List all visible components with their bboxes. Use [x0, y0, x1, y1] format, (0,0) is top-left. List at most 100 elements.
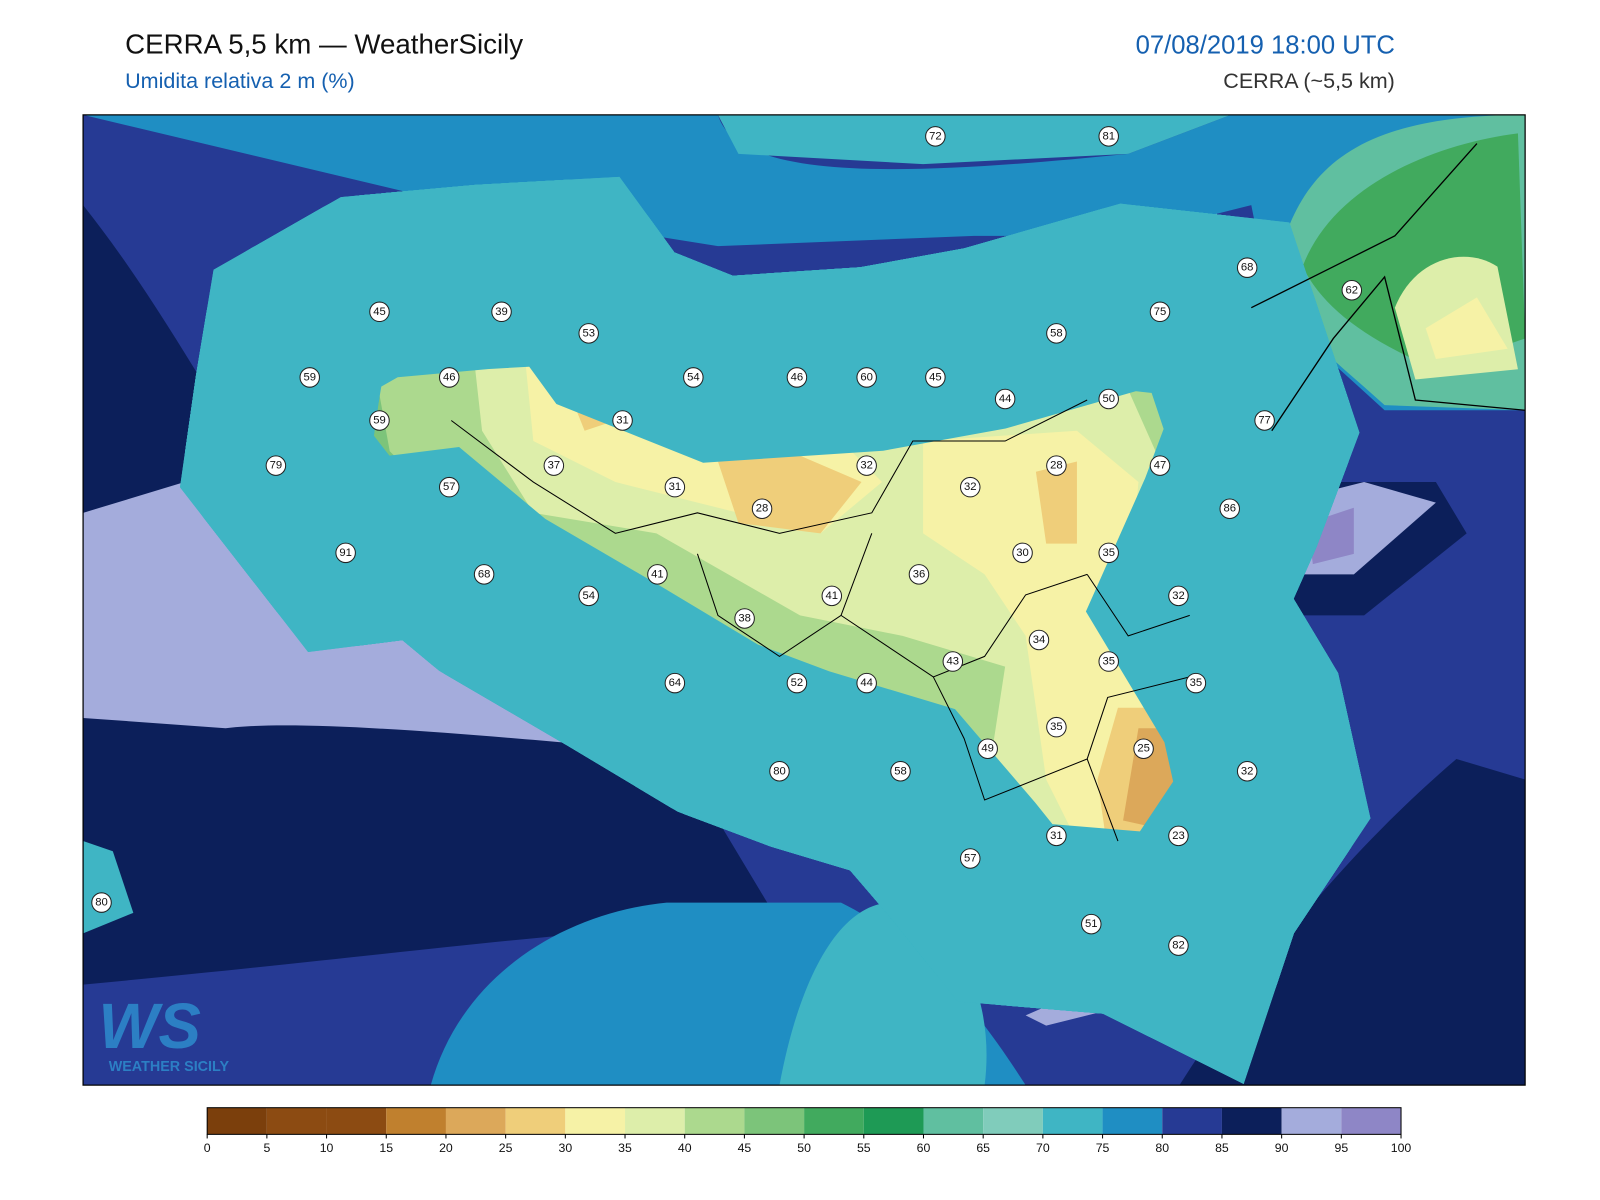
station: 47 — [1149, 455, 1171, 476]
station: 68 — [1236, 257, 1258, 278]
station: 35 — [1098, 542, 1119, 564]
station-marker — [1168, 825, 1189, 847]
station-value: 25 — [1137, 743, 1150, 755]
station-marker — [856, 672, 877, 694]
station-marker — [1149, 455, 1171, 476]
station: 35 — [1046, 716, 1067, 738]
station-marker — [299, 367, 320, 388]
station: 50 — [1098, 388, 1119, 410]
station-value: 79 — [270, 460, 283, 472]
station-marker — [578, 323, 599, 344]
station-value: 82 — [1172, 940, 1185, 952]
station-marker — [856, 367, 877, 388]
colorbar-tick-label: 40 — [678, 1141, 692, 1155]
station-marker — [786, 672, 808, 694]
station-marker — [91, 892, 112, 913]
station-value: 41 — [651, 568, 664, 580]
colorbar-bin — [565, 1107, 626, 1135]
station-value: 47 — [1154, 460, 1167, 472]
station-marker — [1168, 585, 1189, 607]
station-value: 50 — [1102, 393, 1115, 405]
colorbar-tick-label: 95 — [1334, 1141, 1348, 1155]
station-marker — [942, 651, 964, 672]
colorbar-bin — [1102, 1107, 1163, 1135]
station-value: 39 — [495, 306, 508, 318]
station: 72 — [925, 126, 946, 147]
station-value: 60 — [860, 371, 873, 383]
station: 59 — [299, 367, 320, 388]
station-value: 38 — [738, 612, 751, 624]
station-marker — [1012, 542, 1033, 564]
station: 58 — [890, 761, 911, 782]
station-marker — [647, 564, 668, 585]
station-value: 68 — [1241, 262, 1254, 274]
station-marker — [959, 476, 981, 498]
colorbar-tick-label: 90 — [1275, 1141, 1289, 1155]
station-value: 86 — [1223, 503, 1236, 515]
station-value: 81 — [1102, 130, 1115, 142]
station-value: 31 — [1050, 830, 1063, 842]
station-marker — [369, 301, 390, 323]
station-value: 36 — [913, 568, 926, 580]
station-marker — [994, 388, 1016, 410]
station-value: 46 — [443, 371, 456, 383]
station-marker — [1046, 323, 1067, 344]
colorbar-tick-label: 75 — [1096, 1141, 1110, 1155]
station-value: 59 — [303, 371, 316, 383]
station-value: 91 — [339, 547, 352, 559]
logo: WS WEATHER SICILY — [98, 991, 229, 1075]
station-marker — [438, 476, 460, 498]
station-marker — [1254, 410, 1275, 431]
station-marker — [1046, 716, 1067, 738]
station-marker — [925, 126, 946, 147]
station-value: 32 — [1241, 765, 1254, 777]
station: 34 — [1028, 629, 1050, 651]
station-value: 53 — [582, 327, 595, 339]
station-value: 46 — [791, 371, 804, 383]
station: 77 — [1254, 410, 1275, 431]
station-marker — [1098, 651, 1119, 672]
station: 31 — [1046, 825, 1067, 847]
station-value: 54 — [582, 590, 595, 602]
station-value: 58 — [1050, 327, 1063, 339]
station: 44 — [856, 672, 877, 694]
station: 60 — [856, 367, 877, 388]
station-value: 31 — [669, 481, 682, 493]
station-value: 28 — [756, 503, 769, 515]
colorbar-tick-label: 85 — [1215, 1141, 1229, 1155]
station: 45 — [369, 301, 390, 323]
station-value: 52 — [791, 677, 804, 689]
station-value: 31 — [616, 415, 629, 427]
station-marker — [683, 367, 704, 388]
station: 36 — [908, 564, 930, 585]
station: 31 — [664, 476, 686, 498]
station-value: 57 — [964, 852, 977, 864]
station: 43 — [942, 651, 964, 672]
colorbar-tick-label: 60 — [917, 1141, 931, 1155]
station: 32 — [1168, 585, 1189, 607]
station-marker — [751, 498, 773, 519]
station: 52 — [786, 672, 808, 694]
station-value: 32 — [964, 481, 977, 493]
station-value: 80 — [773, 765, 786, 777]
logo-letters: WS — [98, 991, 200, 1062]
station-marker — [959, 848, 981, 869]
title: CERRA 5,5 km — WeatherSicily — [125, 28, 523, 59]
station: 81 — [1098, 126, 1119, 147]
station-marker — [369, 410, 390, 431]
colorbar: 0 5 10 15 20 25 30 35 40 45 50 55 60 65 70 75 80 85 90 95 10… — [204, 1107, 1411, 1155]
colorbar-bin — [804, 1107, 864, 1135]
station: 23 — [1168, 825, 1189, 847]
station-marker — [734, 608, 755, 629]
station-value: 77 — [1258, 415, 1271, 427]
station-marker — [1236, 257, 1258, 278]
station-value: 44 — [999, 393, 1012, 405]
station-value: 44 — [860, 677, 873, 689]
colorbar-bin — [684, 1107, 745, 1135]
station-value: 32 — [1172, 590, 1185, 602]
station-value: 80 — [95, 897, 108, 909]
station-value: 35 — [1102, 656, 1115, 668]
colorbar-bin — [505, 1107, 566, 1135]
station: 75 — [1149, 301, 1171, 323]
station-marker — [1236, 761, 1258, 782]
